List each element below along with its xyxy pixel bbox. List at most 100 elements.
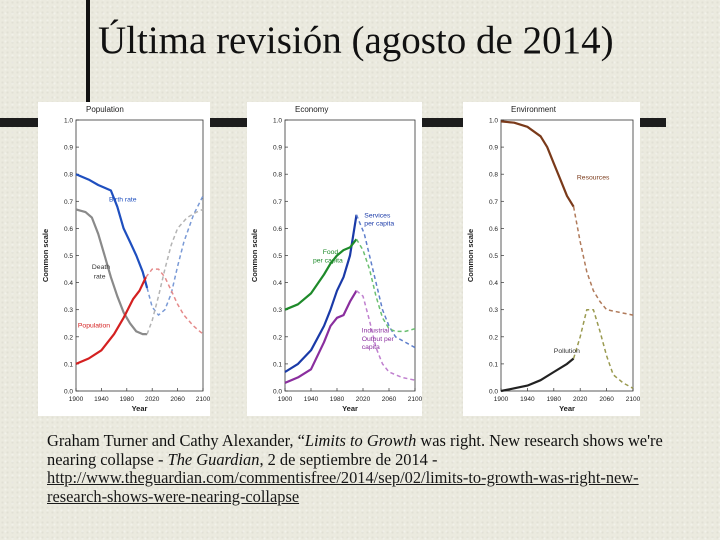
population-plot-frame: [75, 119, 204, 392]
economy-y-tick-label: 0.8: [273, 172, 282, 179]
caption-headline: was right. New research shows we're near…: [47, 431, 663, 469]
economy-y-tick-label: 1.0: [273, 118, 282, 125]
environment-y-tick-label: 0.4: [489, 280, 498, 287]
economy-y-tick-label: 0.4: [273, 280, 282, 287]
economy-series-services-per-capita-dashed: [355, 214, 416, 349]
chart-panel-economy: Economy 0.0 0.1 0.2 0.3 0.4 0.5 0.6 0.7 0.8 0.9 1.0…: [247, 102, 422, 416]
environment-x-tick-label: 2060: [599, 396, 614, 403]
environment-x-axis-label: Year: [559, 404, 575, 413]
economy-x-axis-label: Year: [342, 404, 358, 413]
population-series-birth-rate-dashed: [146, 195, 204, 316]
population-chart: Population 0.0 0.1 0.2 0.3 0.4 0.5 0.6 0.7 0.8 0.9…: [41, 105, 210, 413]
population-annotation-rate: rate: [94, 274, 106, 281]
environment-x-tick-label: 2020: [573, 396, 588, 403]
environment-y-tick-label: 0.3: [489, 307, 498, 314]
caption-date: , 2 de septiembre de 2014 -: [259, 449, 438, 469]
population-x-tick-label: 1980: [120, 396, 135, 403]
accent-bar-vertical: [86, 0, 90, 128]
environment-series-pollution-solid: [500, 357, 575, 393]
population-y-tick-label: 0.1: [64, 361, 73, 368]
economy-y-tick-label: 0.3: [273, 307, 282, 314]
economy-series-industrial-output-per-capita-dashed: [356, 290, 416, 381]
economy-x-tick-label: 1980: [330, 396, 345, 403]
economy-annotation-capita: capita: [362, 344, 380, 351]
population-y-tick-label: 0.5: [64, 253, 73, 260]
economy-annotation-services: Services: [364, 213, 391, 220]
environment-y-tick-label: 0.5: [489, 253, 498, 260]
economy-y-tick-label: 0.1: [273, 361, 282, 368]
population-x-tick-label: 2020: [145, 396, 160, 403]
environment-y-tick-label: 1.0: [489, 118, 498, 125]
population-y-axis-label: Common scale: [41, 229, 50, 282]
economy-x-tick-label: 1900: [278, 396, 293, 403]
economy-x-tick-label: 2020: [356, 396, 371, 403]
population-y-tick-label: 0.0: [64, 389, 73, 396]
caption-book-title: Limits to Growth: [304, 431, 417, 450]
population-x-tick-label: 1900: [69, 396, 84, 403]
population-y-tick-label: 0.8: [64, 172, 73, 179]
economy-series-services-per-capita-solid: [284, 214, 358, 373]
environment-chart: Environment 0.0 0.1 0.2 0.3 0.4 0.5 0.6 0.7 0.8 0.…: [466, 105, 640, 413]
population-x-tick-label: 2100: [196, 396, 210, 403]
economy-x-tick-label: 1940: [304, 396, 319, 403]
economy-y-tick-label: 0.7: [273, 199, 282, 206]
economy-series-food-per-capita-solid: [284, 238, 358, 311]
economy-y-tick-label: 0.5: [273, 253, 282, 260]
population-y-tick-label: 0.2: [64, 334, 73, 341]
economy-annotation-industrial: Industrial: [362, 328, 390, 335]
environment-x-tick-label: 1980: [547, 396, 562, 403]
economy-annotation-food: Food: [323, 249, 339, 256]
population-x-tick-label: 2060: [170, 396, 185, 403]
population-y-tick-label: 1.0: [64, 118, 73, 125]
population-y-tick-label: 0.9: [64, 145, 73, 152]
environment-y-tick-label: 0.9: [489, 145, 498, 152]
caption-authors: Graham Turner and Cathy Alexander, “: [47, 431, 305, 450]
caption-newspaper: The Guardian: [167, 449, 260, 469]
population-annotation-birth-rate: Birth rate: [109, 196, 137, 203]
population-y-tick-label: 0.7: [64, 199, 73, 206]
economy-annotation-output-per: Output per: [362, 336, 395, 343]
chart-panel-environment: Environment 0.0 0.1 0.2 0.3 0.4 0.5 0.6 0.7 0.8 0.…: [463, 102, 640, 416]
environment-annotation-pollution: Pollution: [554, 348, 580, 355]
chart-panel-population: Population 0.0 0.1 0.2 0.3 0.4 0.5 0.6 0.7 0.8 0.9…: [38, 102, 210, 416]
economy-annotation-per-capita: per capita: [364, 221, 394, 228]
economy-y-tick-label: 0.2: [273, 334, 282, 341]
economy-y-axis-label: Common scale: [250, 229, 259, 282]
population-series-population-solid: [75, 276, 147, 365]
population-chart-title: Population: [86, 105, 124, 114]
population-series-birth-rate-solid: [75, 173, 149, 289]
economy-chart-title: Economy: [295, 105, 328, 114]
economy-x-tick-label: 2060: [382, 396, 397, 403]
population-x-axis-label: Year: [132, 404, 148, 413]
environment-chart-title: Environment: [511, 105, 557, 114]
economy-y-tick-label: 0.6: [273, 226, 282, 233]
population-series-population-dashed: [145, 268, 204, 335]
environment-x-tick-label: 2100: [626, 396, 640, 403]
environment-y-tick-label: 0.1: [489, 361, 498, 368]
environment-x-tick-label: 1940: [520, 396, 535, 403]
environment-y-tick-label: 0.2: [489, 334, 498, 341]
environment-y-tick-label: 0.7: [489, 199, 498, 206]
economy-x-tick-label: 2100: [408, 396, 422, 403]
environment-y-tick-label: 0.0: [489, 389, 498, 396]
economy-chart: Economy 0.0 0.1 0.2 0.3 0.4 0.5 0.6 0.7 0.8 0.9 1.0…: [250, 105, 422, 413]
population-series-death-rate-dashed: [146, 208, 204, 335]
environment-x-tick-label: 1900: [494, 396, 509, 403]
population-x-tick-label: 1940: [94, 396, 109, 403]
population-series-death-rate-solid: [75, 208, 148, 336]
source-link[interactable]: http://www.theguardian.com/commentisfree…: [47, 468, 639, 506]
environment-y-tick-label: 0.8: [489, 172, 498, 179]
environment-y-axis-label: Common scale: [466, 229, 475, 282]
population-y-tick-label: 0.4: [64, 280, 73, 287]
environment-annotation-resources: Resources: [577, 175, 610, 182]
environment-series-resources-solid: [500, 120, 575, 208]
economy-y-tick-label: 0.0: [273, 389, 282, 396]
environment-series-pollution-dashed: [572, 308, 634, 389]
environment-series-resources-dashed: [572, 206, 634, 316]
population-y-tick-label: 0.6: [64, 226, 73, 233]
population-annotation-population: Population: [78, 322, 110, 329]
source-caption: Graham Turner and Cathy Alexander, “Limi…: [47, 431, 697, 506]
slide-title: Última revisión (agosto de 2014): [98, 19, 614, 62]
economy-y-tick-label: 0.9: [273, 145, 282, 152]
population-y-tick-label: 0.3: [64, 307, 73, 314]
